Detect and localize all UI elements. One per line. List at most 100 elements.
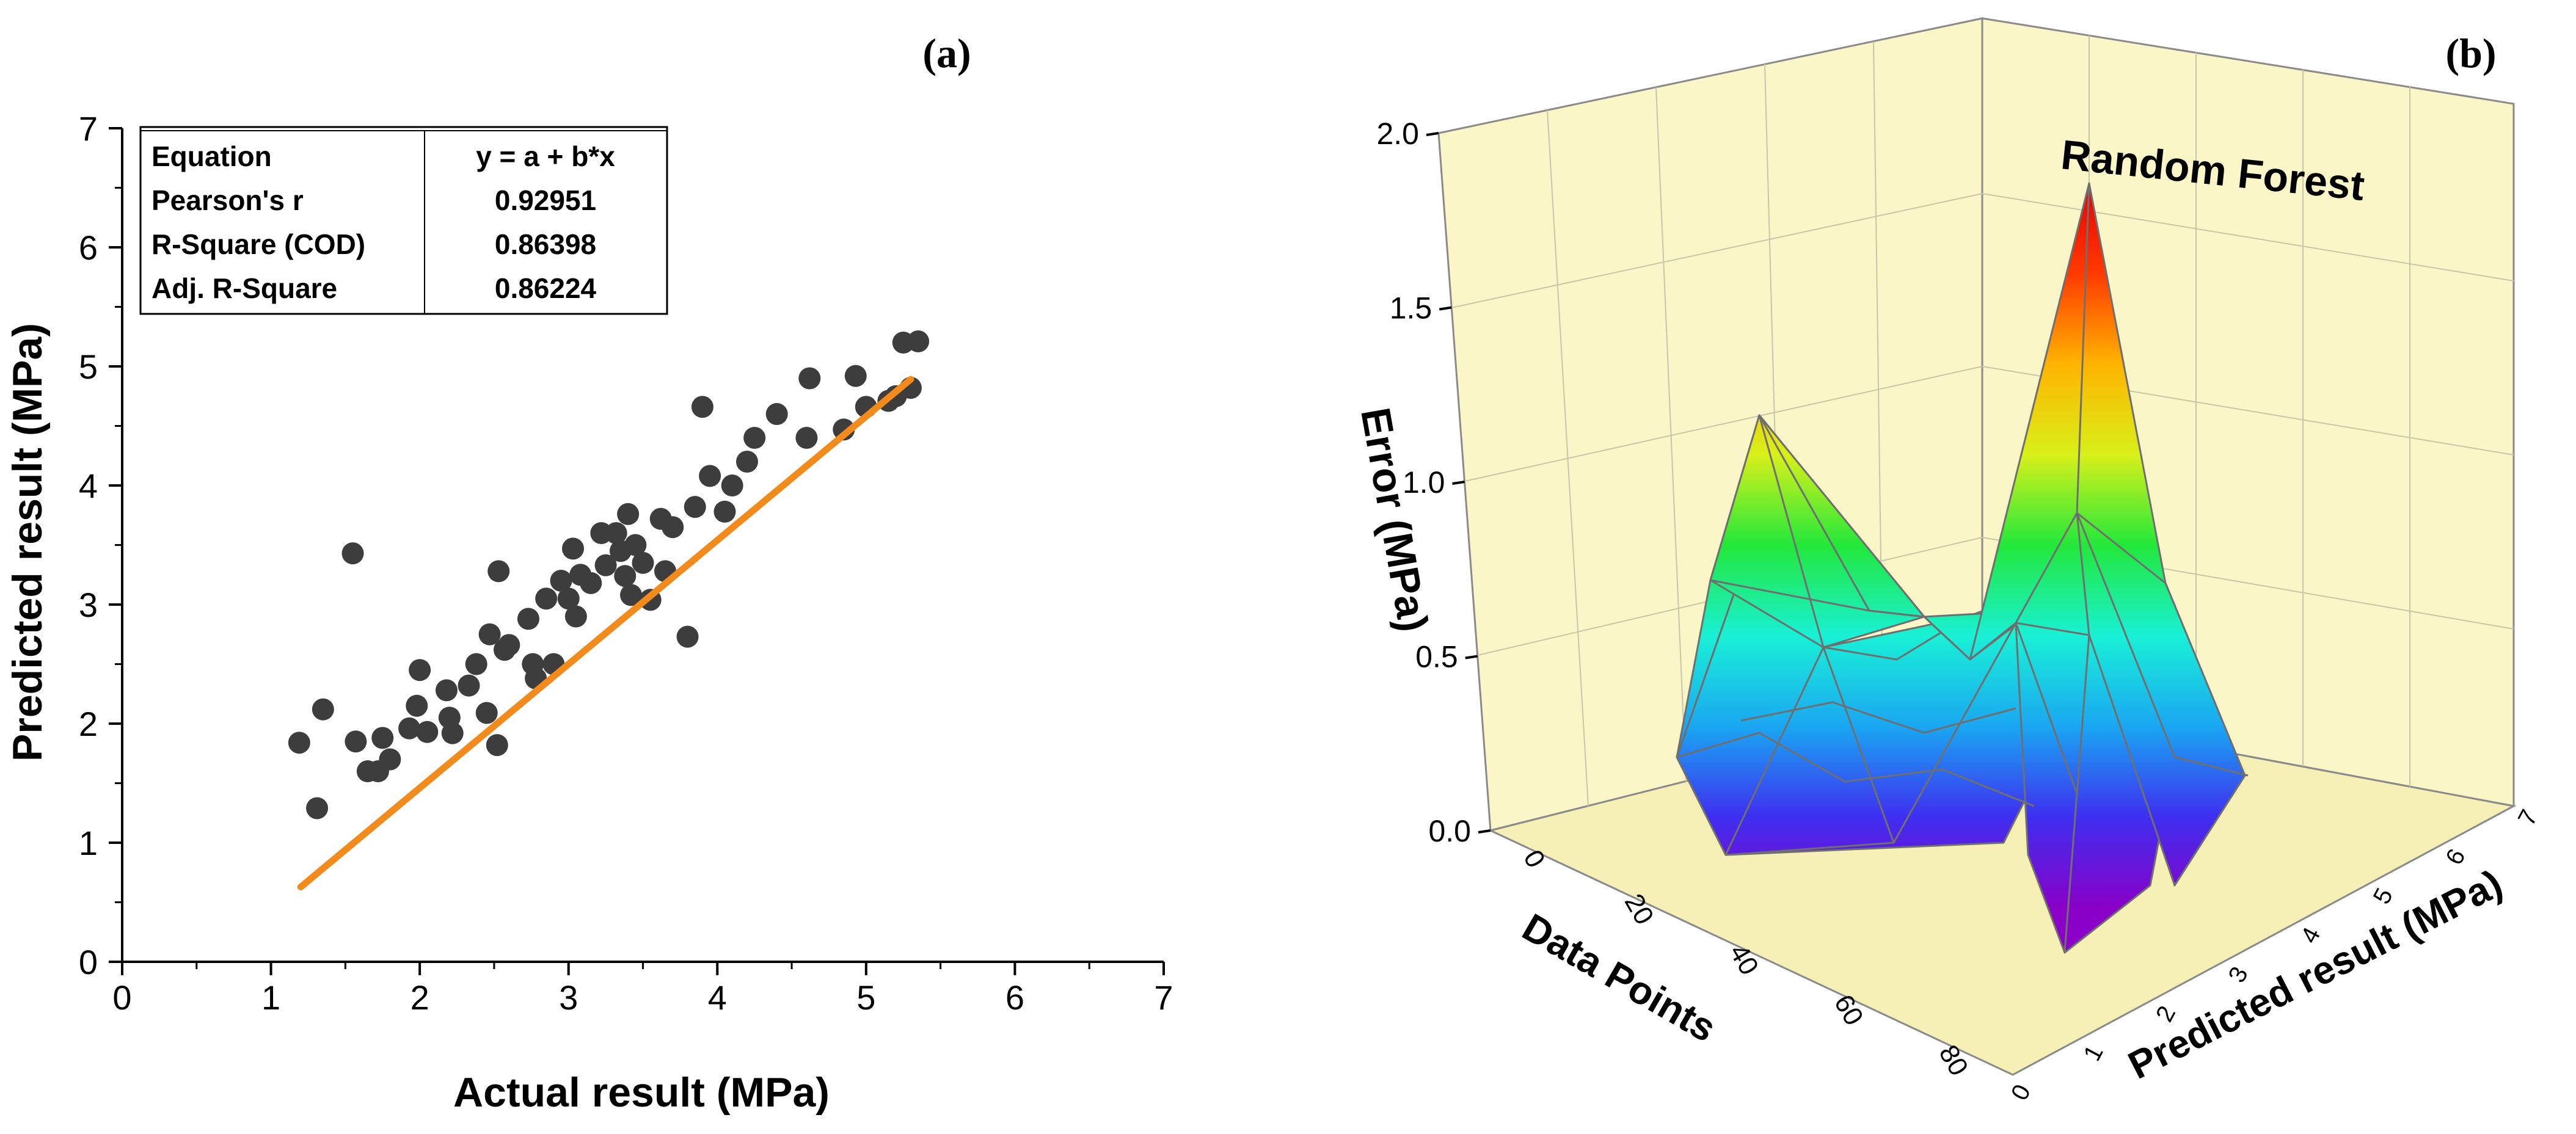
regression-line (297, 376, 914, 891)
y-tick-label: 1 (79, 824, 98, 862)
scatter-point (605, 522, 627, 544)
scatter-point (517, 608, 539, 630)
y3d-tick-label: 0 (2006, 1080, 2036, 1105)
z-tick (1452, 481, 1465, 485)
scatter-point (580, 572, 602, 594)
x-tick-label: 1 (261, 978, 280, 1017)
z-axis-label: Error (MPa) (1352, 404, 1437, 635)
y3d-tick-label: 7 (2513, 805, 2543, 830)
scatter-point (306, 797, 329, 820)
error-surface (1676, 182, 2249, 954)
scatter-point (345, 730, 367, 753)
stats-value: 0.86398 (495, 228, 596, 260)
x3d-axis-label: Data Points (1516, 905, 1724, 1050)
scatter-point (713, 500, 736, 523)
scatter-point (465, 653, 487, 675)
z-tick (1426, 132, 1439, 136)
scatter-point (632, 551, 654, 574)
scatter-point (562, 537, 585, 560)
panel-b-label: (b) (2445, 30, 2496, 76)
z-tick-label: 1.0 (1403, 465, 1445, 500)
scatter-point (498, 634, 520, 656)
stats-label: Adj. R-Square (151, 272, 337, 304)
scatter-point (478, 623, 501, 645)
scatter-point (435, 679, 458, 702)
panel-a: (a) 0 1 2 3 4 5 6 7 0 1 2 3 4 5 6 7 Equation y = a + b*x… (4, 30, 1173, 1116)
x-tick-label: 2 (410, 978, 429, 1017)
scatter-point (475, 702, 498, 724)
scatter-point (535, 587, 558, 610)
y-tick-label: 5 (79, 347, 98, 386)
scatter-point (458, 674, 480, 697)
x-axis-label: Actual result (MPa) (453, 1069, 830, 1116)
scatter-point (676, 625, 699, 648)
y-tick-label: 4 (79, 467, 98, 505)
y-tick-label: 7 (79, 109, 98, 148)
z-tick-label: 0.0 (1428, 814, 1471, 848)
x-tick-label: 3 (559, 978, 578, 1017)
scatter-point (614, 565, 637, 587)
scatter-point (624, 534, 647, 556)
y-tick-label: 3 (79, 586, 98, 624)
y3d-tick-label: 4 (2296, 923, 2326, 948)
z-tick (1478, 829, 1491, 834)
stats-value: 0.92951 (495, 184, 596, 216)
scatter-point (441, 722, 464, 744)
scatter-point (487, 560, 510, 583)
stats-table: Equation y = a + b*x Pearson's r 0.92951 R-S… (139, 126, 668, 315)
scatter-point (341, 542, 364, 565)
x-tick-label: 7 (1154, 978, 1173, 1017)
stats-value: y = a + b*x (476, 140, 615, 172)
panel-a-label: (a) (922, 30, 971, 76)
scatter-points (288, 330, 930, 820)
scatter-point (409, 659, 431, 681)
scatter-point (620, 584, 643, 606)
stats-label: Equation (151, 140, 272, 172)
scatter-point (288, 732, 310, 754)
scatter-point (743, 427, 766, 449)
y3d-tick-label: 1 (2078, 1041, 2108, 1065)
x-tick-label: 4 (708, 978, 727, 1017)
stats-value: 0.86224 (495, 272, 597, 304)
scatter-point (416, 721, 439, 743)
x-tick-label: 0 (112, 978, 131, 1017)
y3d-tick-label: 5 (2368, 884, 2398, 908)
fit-line (297, 376, 914, 891)
scatter-point (795, 427, 818, 449)
y-axis-label: Predicted result (MPa) (4, 323, 51, 761)
y-tick-label: 6 (79, 228, 98, 267)
stats-label: Pearson's r (151, 184, 304, 216)
scatter-point (371, 727, 394, 749)
scatter-point (486, 734, 508, 757)
y-tick-label: 0 (79, 943, 98, 981)
y3d-tick-label: 6 (2440, 845, 2470, 869)
z-tick-label: 0.5 (1415, 640, 1458, 674)
scatter-point (550, 570, 572, 592)
stats-label: R-Square (COD) (151, 228, 365, 260)
scatter-point (557, 587, 580, 610)
scatter-point (684, 496, 706, 518)
scatter-point (312, 698, 334, 721)
scatter-point (721, 474, 743, 496)
y-tick-label: 2 (79, 705, 98, 743)
scatter-point (765, 403, 788, 425)
scatter-axes (109, 127, 1165, 975)
scatter-point (594, 554, 617, 576)
z-tick (1465, 655, 1478, 660)
z-tick-label: 1.5 (1390, 291, 1432, 325)
scatter-point (736, 451, 758, 473)
scatter-point (833, 418, 855, 441)
scatter-point (844, 365, 867, 387)
panel-b: (b) (1352, 17, 2543, 1105)
scatter-point (662, 516, 684, 539)
x-tick-label: 5 (856, 978, 875, 1017)
scatter-point (691, 396, 713, 418)
x-tick-label: 6 (1005, 978, 1024, 1017)
z-tick-label: 2.0 (1376, 117, 1419, 151)
scatter-point (379, 748, 401, 771)
scatter-point (564, 605, 587, 628)
scatter-point (406, 694, 428, 717)
scatter-point (699, 465, 721, 487)
scatter-point (798, 367, 821, 390)
